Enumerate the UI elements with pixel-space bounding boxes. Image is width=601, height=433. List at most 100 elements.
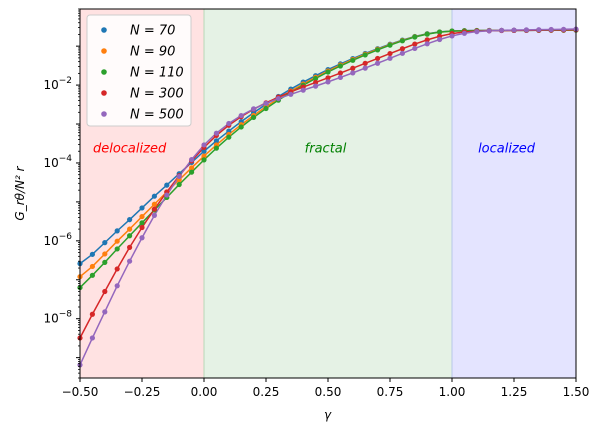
data-point-N500 <box>189 157 195 163</box>
y-tick-base: 10 <box>43 156 58 170</box>
y-tick-exponent: −6 <box>59 232 73 242</box>
data-point-N110 <box>424 31 430 37</box>
x-tick-label: −0.25 <box>124 385 161 399</box>
data-point-N110 <box>114 246 120 252</box>
data-point-N500 <box>114 283 120 289</box>
data-point-N70 <box>201 148 207 154</box>
data-point-N90 <box>201 153 207 159</box>
data-point-N110 <box>189 169 195 175</box>
data-point-N500 <box>164 192 170 198</box>
x-tick-label: −0.50 <box>62 385 99 399</box>
data-point-N300 <box>313 79 319 86</box>
x-axis-ticks: −0.50 −0.25 0.00 0.25 0.50 0.75 1.00 1.25 1.50 <box>62 378 589 399</box>
data-point-N90 <box>127 226 133 232</box>
data-point-N500 <box>536 27 542 33</box>
data-point-N300 <box>139 224 145 231</box>
legend-marker-N110 <box>101 69 107 75</box>
data-point-N500 <box>449 33 455 39</box>
data-point-N500 <box>102 309 108 315</box>
y-tick-base: 10 <box>43 78 58 92</box>
data-point-N500 <box>362 65 368 71</box>
data-point-N500 <box>201 142 207 148</box>
data-point-N300 <box>102 288 108 295</box>
data-point-N110 <box>412 34 418 40</box>
region-label-delocalized: delocalized <box>93 141 167 156</box>
y-tick-base: 10 <box>43 312 58 326</box>
legend-entries: N = 70 N = 90 N = 110 N = 300 N = 500 <box>101 24 184 123</box>
data-point-N500 <box>263 100 269 106</box>
data-point-N110 <box>337 63 343 69</box>
legend-marker-N300 <box>101 90 107 96</box>
data-point-N110 <box>325 69 331 75</box>
data-point-N500 <box>561 26 567 32</box>
data-point-N110 <box>226 134 232 140</box>
data-point-N300 <box>412 41 418 47</box>
data-point-N70 <box>151 193 157 199</box>
data-point-N500 <box>275 95 281 102</box>
data-point-N300 <box>362 60 368 66</box>
y-axis-label: G_rθ/N² r <box>13 165 27 220</box>
data-point-N500 <box>399 50 405 56</box>
y-tick-label: 10−6 <box>43 232 72 248</box>
data-point-N90 <box>89 263 95 270</box>
data-point-N500 <box>375 60 381 66</box>
data-point-N70 <box>164 182 170 188</box>
data-point-N500 <box>486 28 492 34</box>
x-tick-label: 0.25 <box>253 385 280 399</box>
data-point-N110 <box>387 42 393 48</box>
data-point-N110 <box>139 220 145 226</box>
data-point-N300 <box>127 244 133 250</box>
data-point-N110 <box>127 233 133 239</box>
data-point-N110 <box>263 105 269 112</box>
legend-marker-N500 <box>101 111 107 117</box>
y-tick-label: 10−2 <box>43 76 72 92</box>
data-point-N500 <box>499 27 505 33</box>
data-point-N110 <box>399 38 405 44</box>
x-tick-label: 1.25 <box>501 385 528 399</box>
data-point-N500 <box>325 79 331 85</box>
data-point-N500 <box>548 26 554 33</box>
y-tick-base: 10 <box>43 234 58 248</box>
data-point-N500 <box>387 55 393 61</box>
data-point-N70 <box>213 138 219 144</box>
data-point-N110 <box>251 114 257 120</box>
data-point-N70 <box>127 217 133 223</box>
legend-label-N90: N = 90 <box>130 45 175 60</box>
legend: N = 70 N = 90 N = 110 N = 300 N = 500 <box>86 14 192 127</box>
data-point-N110 <box>213 145 219 151</box>
data-point-N110 <box>437 29 443 35</box>
data-point-N110 <box>102 259 108 265</box>
legend-marker-N90 <box>101 48 107 54</box>
data-point-N110 <box>350 57 356 63</box>
data-point-N110 <box>362 52 368 58</box>
legend-label-N300: N = 300 <box>130 87 184 102</box>
y-tick-exponent: −2 <box>59 76 72 86</box>
data-point-N500 <box>313 83 319 89</box>
x-tick-label: 0.50 <box>315 385 342 399</box>
legend-label-N110: N = 110 <box>130 66 184 81</box>
region-fractal <box>204 9 452 378</box>
data-point-N300 <box>325 75 331 81</box>
data-point-N300 <box>89 311 95 317</box>
data-point-N300 <box>350 65 356 71</box>
y-tick-label: 10−4 <box>43 154 72 170</box>
data-point-N500 <box>511 27 517 33</box>
data-point-N70 <box>89 251 95 257</box>
data-point-N70 <box>114 228 120 234</box>
region-labels: delocalized fractal localized <box>93 141 536 156</box>
data-point-N500 <box>437 36 443 43</box>
data-point-N90 <box>114 238 120 244</box>
region-label-fractal: fractal <box>305 141 347 156</box>
series-points <box>77 26 579 368</box>
data-point-N500 <box>127 258 133 264</box>
data-point-N500 <box>424 41 430 47</box>
legend-label-N70: N = 70 <box>130 24 175 39</box>
legend-box <box>86 14 192 127</box>
data-point-N500 <box>213 130 219 136</box>
data-point-N500 <box>523 27 530 33</box>
y-tick-exponent: −8 <box>59 310 73 320</box>
data-point-N300 <box>424 37 430 43</box>
legend-label-N500: N = 500 <box>130 108 184 123</box>
data-point-N90 <box>189 165 195 171</box>
